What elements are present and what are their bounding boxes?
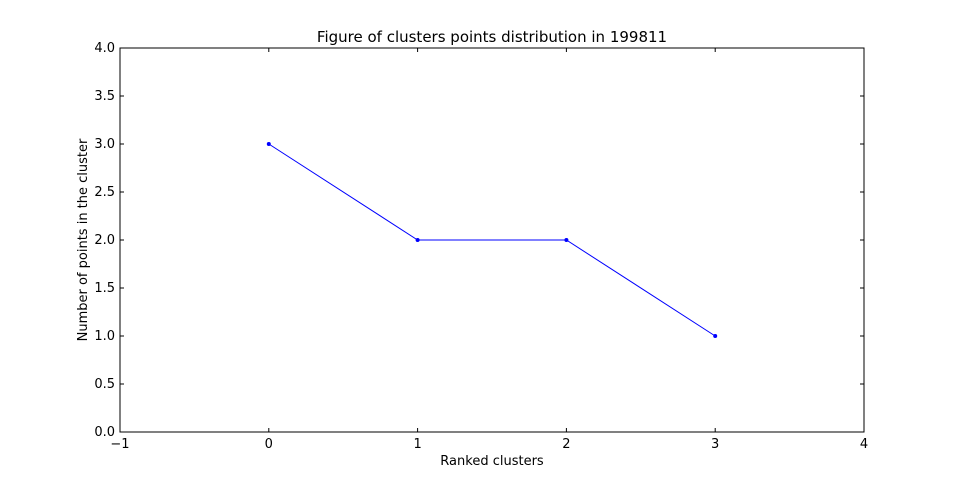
data-point [713, 334, 718, 338]
x-tick-label: 1 [413, 437, 421, 452]
y-tick-label: 2.0 [94, 233, 115, 248]
x-axis-label: Ranked clusters [440, 454, 544, 469]
data-point [266, 142, 271, 146]
data-point [415, 238, 420, 242]
y-axis-label: Number of points in the cluster [76, 138, 91, 341]
y-tick-label: 1.5 [94, 281, 115, 296]
y-tick-label: 1.0 [94, 329, 115, 344]
x-tick-label: 2 [562, 437, 570, 452]
x-tick-label: 3 [711, 437, 719, 452]
x-tick-label: −1 [110, 437, 129, 452]
y-tick-label: 4.0 [94, 41, 115, 56]
x-tick-label: 4 [860, 437, 868, 452]
x-tick-label: 0 [265, 437, 273, 452]
y-axis: 0.0 0.5 1.0 1.5 2.0 2.5 3.0 3.5 4.0 [94, 41, 864, 440]
chart-title: Figure of clusters points distribution i… [317, 28, 667, 46]
y-tick-label: 2.5 [94, 185, 115, 200]
plot-area [266, 142, 718, 338]
y-tick-label: 0.0 [94, 425, 115, 440]
y-tick-label: 0.5 [94, 377, 115, 392]
x-axis: −1 0 1 2 3 4 [110, 48, 868, 452]
data-point [564, 238, 569, 242]
series-line [268, 143, 716, 337]
y-tick-label: 3.0 [94, 137, 115, 152]
y-tick-label: 3.5 [94, 89, 115, 104]
